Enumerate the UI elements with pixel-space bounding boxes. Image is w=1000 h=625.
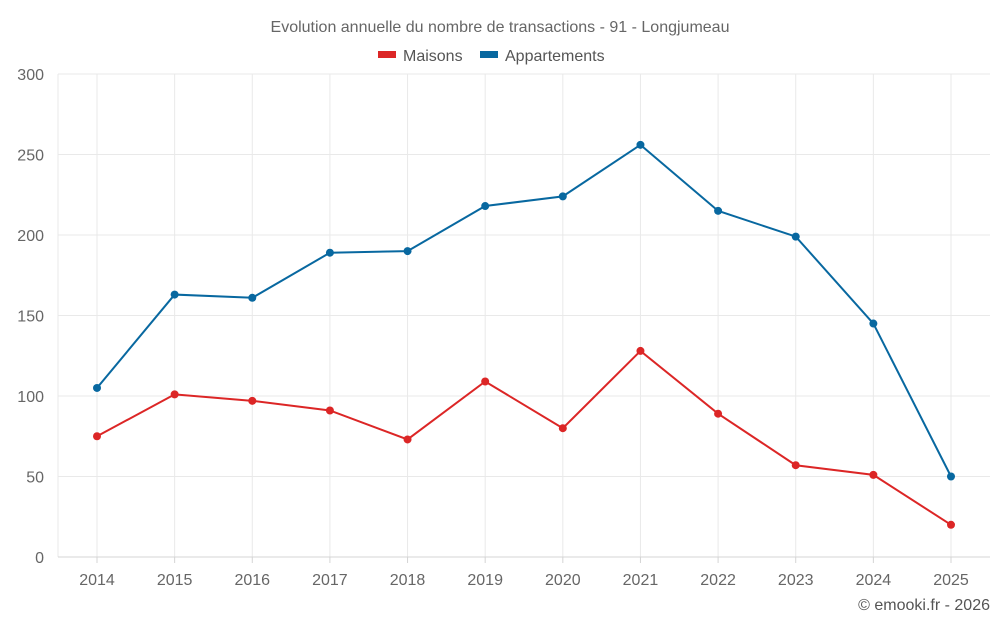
credit-text: © emooki.fr - 2026 [858, 597, 990, 614]
x-tick-label: 2022 [700, 572, 736, 589]
y-tick-label: 200 [17, 228, 44, 245]
legend: Maisons Appartements [378, 48, 605, 65]
data-point-maisons[interactable] [869, 470, 878, 479]
grid [57, 73, 990, 557]
legend-swatch [480, 51, 498, 58]
x-tick-label: 2019 [467, 572, 503, 589]
data-point-appartements[interactable] [558, 192, 567, 201]
series-maisons [93, 346, 955, 529]
data-point-appartements[interactable] [636, 140, 645, 149]
x-tick-label: 2024 [856, 572, 892, 589]
series-layer [93, 140, 955, 529]
x-tick-label: 2014 [79, 572, 115, 589]
x-tick-label: 2025 [933, 572, 969, 589]
legend-item-maisons[interactable]: Maisons [378, 48, 463, 65]
data-point-appartements[interactable] [170, 290, 179, 299]
data-point-maisons[interactable] [93, 432, 101, 441]
data-point-appartements[interactable] [248, 293, 257, 302]
data-point-maisons[interactable] [481, 377, 490, 386]
x-tick-label: 2020 [545, 572, 581, 589]
series-line-appartements [96, 143, 952, 477]
data-point-maisons[interactable] [636, 346, 645, 355]
y-tick-label: 0 [35, 550, 44, 567]
series-appartements [93, 140, 955, 481]
legend-swatch [378, 51, 396, 58]
legend-label: Appartements [505, 48, 605, 65]
x-tick-label: 2023 [778, 572, 814, 589]
data-point-appartements[interactable] [93, 383, 101, 392]
y-tick-label: 50 [26, 470, 44, 487]
data-point-appartements[interactable] [325, 248, 334, 257]
data-point-appartements[interactable] [869, 319, 878, 328]
data-point-appartements[interactable] [481, 202, 490, 211]
axes: 0 50 100 150 200 250 300 2014 2015 2016 2017 2018 20… [17, 67, 990, 589]
data-point-appartements[interactable] [714, 206, 723, 215]
data-point-maisons[interactable] [714, 409, 723, 418]
data-point-maisons[interactable] [248, 396, 257, 405]
data-point-maisons[interactable] [947, 520, 955, 529]
x-tick-label: 2016 [234, 572, 270, 589]
x-tick-label: 2015 [157, 572, 193, 589]
y-tick-label: 250 [17, 148, 44, 165]
y-tick-label: 100 [17, 389, 44, 406]
data-point-appartements[interactable] [791, 232, 800, 241]
data-point-appartements[interactable] [947, 472, 955, 481]
data-point-appartements[interactable] [403, 247, 412, 256]
legend-label: Maisons [403, 48, 463, 65]
y-tick-label: 300 [17, 67, 44, 84]
data-point-maisons[interactable] [403, 435, 412, 444]
x-tick-label: 2021 [623, 572, 659, 589]
chart-title: Evolution annuelle du nombre de transact… [271, 19, 730, 36]
data-point-maisons[interactable] [325, 406, 334, 415]
data-point-maisons[interactable] [791, 461, 800, 470]
series-line-maisons [96, 349, 952, 526]
legend-item-appartements[interactable]: Appartements [480, 48, 605, 65]
x-tick-label: 2017 [312, 572, 348, 589]
data-point-maisons[interactable] [558, 424, 567, 433]
x-tick-label: 2018 [390, 572, 426, 589]
data-point-maisons[interactable] [170, 390, 179, 399]
y-tick-label: 150 [17, 309, 44, 326]
